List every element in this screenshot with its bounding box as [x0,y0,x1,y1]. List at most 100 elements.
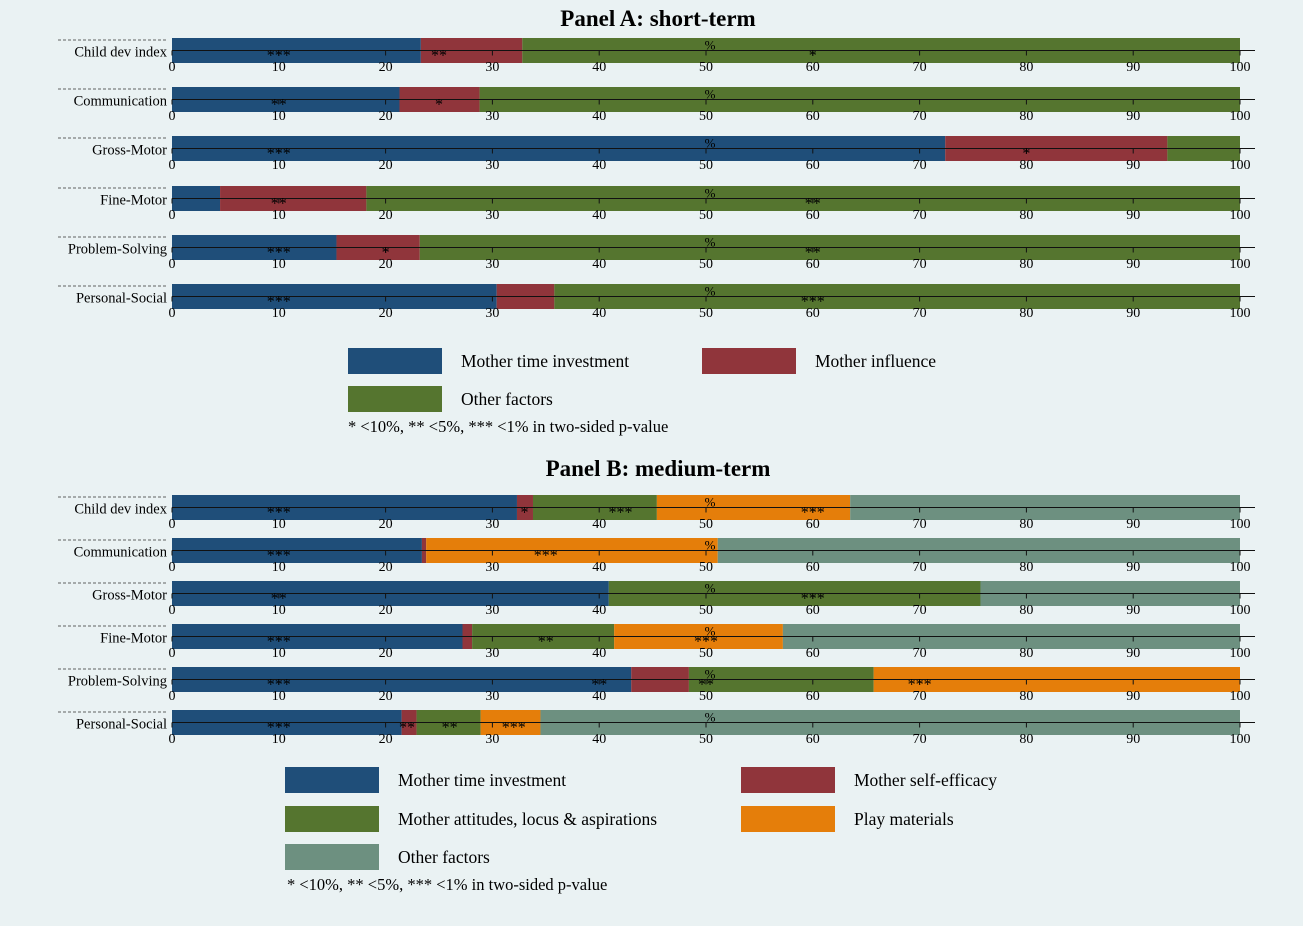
panel-title: Panel B: medium-term [546,456,771,481]
tick-label: 80 [1019,517,1033,532]
legend-swatch [348,386,442,412]
legend-label: Mother self-efficacy [854,770,997,790]
tick-label: 30 [485,306,499,321]
tick-label: 30 [485,732,499,747]
tick-label: 0 [169,517,176,532]
tick-label: 100 [1230,208,1251,223]
significance-stars: ** [538,634,554,651]
tick-label: 20 [379,560,393,575]
tick-label: 60 [806,732,820,747]
category-label: Communication [74,545,168,561]
axis-unit-label: % [705,186,716,201]
tick-label: 10 [272,603,286,618]
legend-label: Other factors [461,389,553,409]
tick-label: 70 [913,257,927,272]
tick-label: 20 [379,158,393,173]
tick-label: 50 [699,109,713,124]
significance-stars: *** [534,548,558,565]
category-label: Gross-Motor [92,588,167,604]
tick-label: 40 [592,109,606,124]
tick-label: 30 [485,689,499,704]
legend-label: Mother attitudes, locus & aspirations [398,809,657,829]
tick-label: 40 [592,208,606,223]
tick-label: 80 [1019,158,1033,173]
legend-label: Mother time investment [398,770,566,790]
tick-label: 90 [1126,208,1140,223]
axis-unit-label: % [705,235,716,250]
tick-label: 20 [379,517,393,532]
tick-label: 100 [1230,560,1251,575]
tick-label: 40 [592,646,606,661]
significance-stars: ** [805,196,821,213]
tick-label: 10 [272,560,286,575]
tick-label: 30 [485,560,499,575]
category-label: Gross-Motor [92,143,167,159]
significance-stars: *** [908,677,932,694]
significance-stars: ** [431,48,447,65]
significance-stars: *** [502,720,526,737]
tick-label: 10 [272,517,286,532]
significance-stars: *** [267,505,291,522]
legend-item-mother-attitudes-locus-aspirations: Mother attitudes, locus & aspirations [285,806,657,832]
legend-swatch [702,348,796,374]
tick-label: 10 [272,306,286,321]
axis-unit-label: % [705,87,716,102]
significance-stars: *** [267,634,291,651]
legend-swatch [741,806,835,832]
tick-label: 60 [806,560,820,575]
legend-swatch [285,844,379,870]
significance-stars: *** [267,548,291,565]
legend-item-mother-influence: Mother influence [702,348,936,374]
tick-label: 80 [1019,646,1033,661]
significance-stars: *** [801,505,825,522]
legend-item-mother-time-investment: Mother time investment [285,767,566,793]
tick-label: 20 [379,60,393,75]
tick-label: 80 [1019,60,1033,75]
category-label: Child dev index [74,502,167,518]
tick-label: 10 [272,158,286,173]
tick-label: 60 [806,60,820,75]
tick-label: 40 [592,560,606,575]
tick-label: 100 [1230,603,1251,618]
tick-label: 100 [1230,257,1251,272]
significance-stars: *** [267,294,291,311]
tick-label: 70 [913,60,927,75]
category-label: Fine-Motor [100,193,167,209]
significance-stars: *** [694,634,718,651]
tick-label: 90 [1126,60,1140,75]
significance-stars: *** [801,294,825,311]
legend-label: Other factors [398,847,490,867]
tick-label: 90 [1126,109,1140,124]
tick-label: 50 [699,732,713,747]
significance-stars: ** [271,97,287,114]
tick-label: 30 [485,208,499,223]
significance-stars: *** [267,146,291,163]
tick-label: 40 [592,158,606,173]
tick-label: 0 [169,560,176,575]
tick-label: 20 [379,208,393,223]
tick-label: 20 [379,306,393,321]
tick-label: 0 [169,158,176,173]
legend-swatch [285,767,379,793]
tick-label: 30 [485,60,499,75]
tick-label: 0 [169,306,176,321]
panel-title: Panel A: short-term [560,6,755,31]
tick-label: 20 [379,109,393,124]
tick-label: 100 [1230,517,1251,532]
significance-stars: ** [698,677,714,694]
tick-label: 60 [806,646,820,661]
axis-unit-label: % [705,667,716,682]
tick-label: 40 [592,732,606,747]
category-label: Child dev index [74,45,167,61]
tick-label: 90 [1126,646,1140,661]
tick-label: 60 [806,603,820,618]
significance-stars: *** [267,245,291,262]
category-label: Personal-Social [76,291,167,307]
legend-item-mother-self-efficacy: Mother self-efficacy [741,767,997,793]
tick-label: 100 [1230,158,1251,173]
legend: Mother time investment Mother self-effica… [285,767,997,870]
